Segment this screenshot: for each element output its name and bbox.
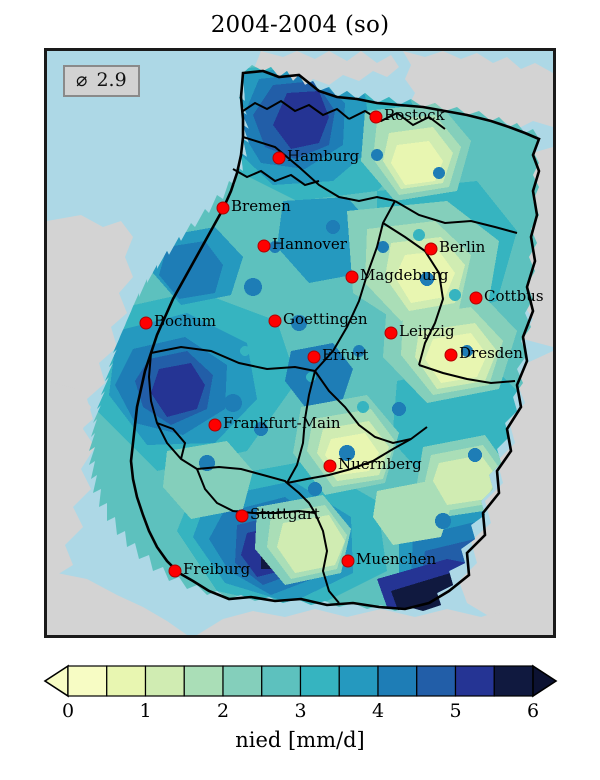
city-dot-icon xyxy=(469,291,483,305)
city-dot-icon xyxy=(424,242,438,256)
city-dot-icon xyxy=(268,314,282,328)
diameter-symbol-icon: ⌀ xyxy=(76,69,88,91)
city-label: Freiburg xyxy=(183,560,251,578)
colorbar-bin-1.5-2[interactable] xyxy=(183,665,224,697)
city-dot-icon xyxy=(216,201,230,215)
colorbar-bin-0-0.5[interactable] xyxy=(67,665,108,697)
city-label: Bochum xyxy=(154,312,216,330)
colorbar-bin-0.5-1[interactable] xyxy=(106,665,147,697)
city-label: Magdeburg xyxy=(360,266,449,284)
city-label: Goettingen xyxy=(283,310,368,328)
city-dot-icon xyxy=(139,316,153,330)
city-label: Dresden xyxy=(459,344,523,362)
city-dot-icon xyxy=(168,564,182,578)
colorbar-title: nied [mm/d] xyxy=(235,728,365,752)
colorbar-bin-3.5-4[interactable] xyxy=(338,665,379,697)
colorbar-bin-5-5.5[interactable] xyxy=(454,665,495,697)
page-title: 2004-2004 (so) xyxy=(210,12,390,38)
colorbar-tick-labels: 0 1 2 3 4 5 6 xyxy=(0,700,600,728)
colorbar-tick-5: 5 xyxy=(449,700,462,722)
city-label: Bremen xyxy=(231,197,291,215)
coastline-detail xyxy=(232,99,446,187)
colorbar-bin-1-1.5[interactable] xyxy=(144,665,185,697)
colorbar[interactable] xyxy=(0,662,600,710)
city-dot-icon xyxy=(341,554,355,568)
city-dot-icon xyxy=(369,110,383,124)
city-label: Rostock xyxy=(384,106,445,124)
colorbar-bin-4.5-5[interactable] xyxy=(416,665,457,697)
colorbar-bin-2-2.5[interactable] xyxy=(222,665,263,697)
city-label: Leipzig xyxy=(399,322,455,340)
city-dot-icon xyxy=(345,270,359,284)
mean-annotation-box: ⌀ 2.9 xyxy=(63,65,140,97)
colorbar-tick-4: 4 xyxy=(371,700,385,722)
germany-border xyxy=(129,69,541,611)
city-dot-icon xyxy=(444,348,458,362)
colorbar-canvas xyxy=(43,664,558,698)
colorbar-bin-4-4.5[interactable] xyxy=(377,665,418,697)
colorbar-tick-1: 1 xyxy=(139,700,152,722)
city-label: Stuttgart xyxy=(250,505,320,523)
colorbar-tick-2: 2 xyxy=(216,700,230,722)
colorbar-extend-min-arrow xyxy=(43,664,69,698)
city-label: Nuernberg xyxy=(338,455,422,473)
colorbar-tick-0: 0 xyxy=(61,700,75,722)
colorbar-bin-2.5-3[interactable] xyxy=(261,665,302,697)
map-canvas xyxy=(47,51,553,635)
colorbar-bin-5.5-6[interactable] xyxy=(493,665,534,697)
city-dot-icon xyxy=(272,151,286,165)
colorbar-bin-3-3.5[interactable] xyxy=(299,665,340,697)
city-label: Cottbus xyxy=(484,287,544,305)
city-label: Hamburg xyxy=(287,147,360,165)
city-dot-icon xyxy=(257,239,271,253)
colorbar-tick-3: 3 xyxy=(294,700,307,722)
colorbar-extend-max-arrow xyxy=(532,664,558,698)
city-dot-icon xyxy=(208,418,222,432)
city-label: Muenchen xyxy=(356,550,437,568)
state-borders xyxy=(147,136,518,604)
map-axes[interactable]: ⌀ 2.9 Rostock Hamburg Bremen Hannover Berlin… xyxy=(44,48,556,638)
city-dot-icon xyxy=(307,350,321,364)
city-dot-icon xyxy=(323,459,337,473)
city-label: Hannover xyxy=(272,235,347,253)
city-label: Frankfurt-Main xyxy=(223,414,341,432)
city-dot-icon xyxy=(235,509,249,523)
colorbar-tick-6: 6 xyxy=(526,700,540,722)
precipitation-field xyxy=(89,65,539,611)
mean-value: 2.9 xyxy=(96,69,127,91)
city-label: Erfurt xyxy=(322,346,369,364)
city-dot-icon xyxy=(384,326,398,340)
city-label: Berlin xyxy=(439,238,486,256)
